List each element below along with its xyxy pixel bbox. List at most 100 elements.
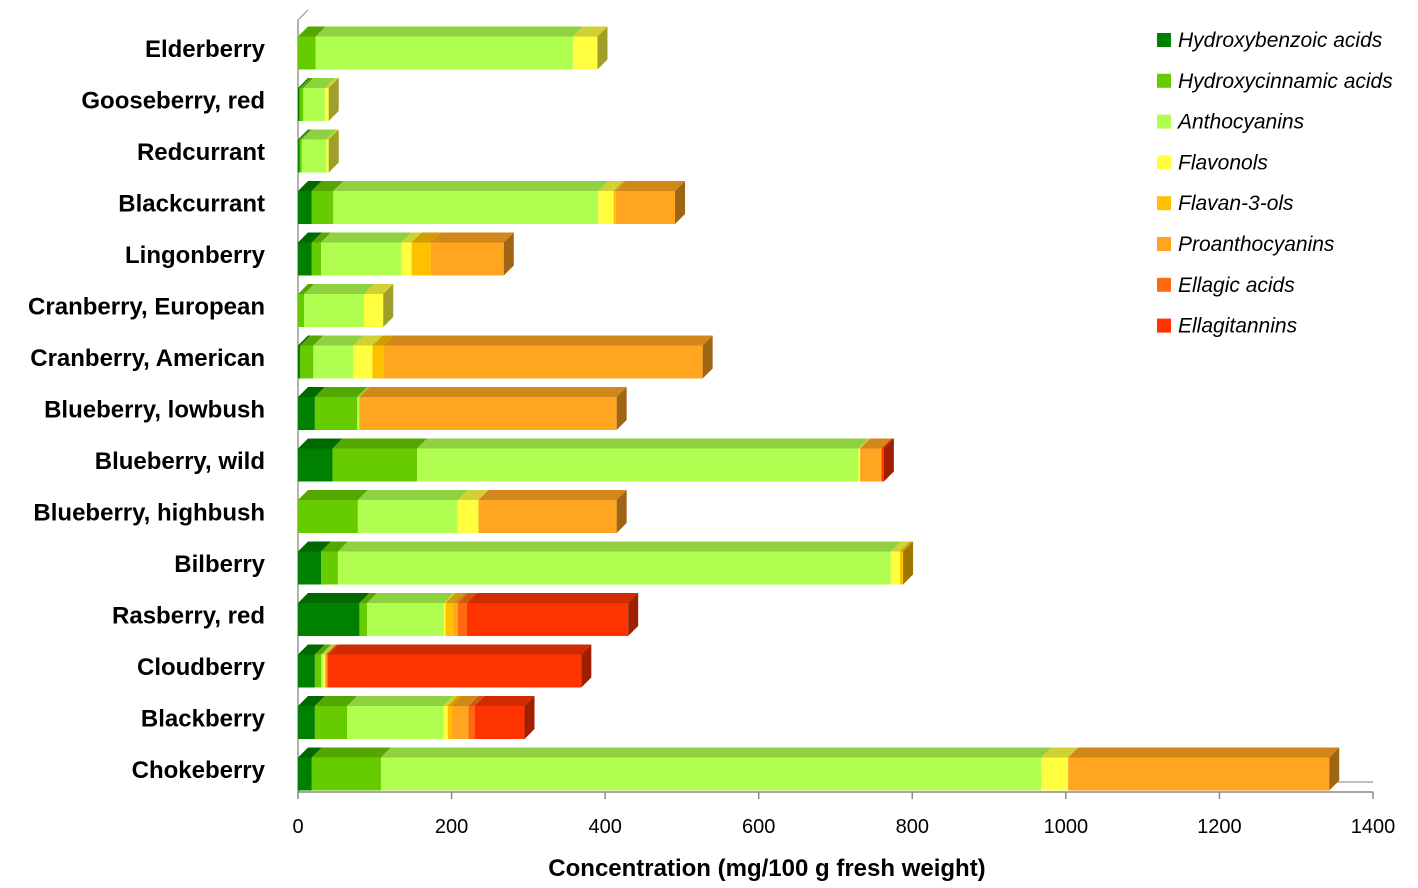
bar-segment-top — [298, 284, 315, 294]
bar-segment — [315, 36, 573, 70]
bar-segment-top — [466, 593, 639, 603]
legend-swatch — [1157, 237, 1171, 251]
bar-segment — [298, 88, 300, 121]
bar-row — [298, 438, 894, 482]
bar-segment-top — [321, 541, 348, 552]
bar-segment — [1068, 757, 1330, 791]
category-label: Elderberry — [145, 36, 266, 63]
bar-segment — [359, 397, 617, 430]
legend-label: Ellagitannins — [1178, 315, 1298, 338]
bar-row — [298, 696, 535, 739]
bar-row — [298, 78, 339, 121]
bar-segment — [443, 706, 448, 739]
bar-segment-top — [572, 26, 608, 37]
bar-segment — [298, 500, 358, 533]
legend-label: Flavan-3-ols — [1178, 192, 1294, 215]
bar-segment-top — [326, 129, 339, 140]
bar-segment — [321, 242, 402, 276]
legend-swatch — [1157, 73, 1171, 88]
legend-item: Hydroxycinnamic acids — [1157, 70, 1393, 93]
bar-segment — [357, 397, 360, 430]
legend: Hydroxybenzoic acids Hydroxycinnamic acid… — [1157, 29, 1393, 338]
bar-segment-top — [314, 644, 332, 655]
bar-segment — [299, 139, 302, 173]
bar-row — [298, 644, 592, 688]
bar-segment-top — [357, 387, 370, 397]
bar-segment-top — [321, 644, 334, 655]
x-tick-label: 400 — [588, 816, 621, 838]
bar-segment-top — [303, 78, 335, 88]
bar-segment — [321, 654, 324, 688]
bar-segment-top — [298, 129, 310, 140]
bar-segment-top — [337, 541, 901, 552]
bar-segment — [298, 757, 312, 791]
bar-row — [298, 181, 686, 224]
bar-segment — [615, 191, 676, 224]
legend-item: Proanthocyanins — [1157, 233, 1335, 256]
bar-row — [298, 129, 339, 173]
category-label: Bilberry — [174, 551, 265, 578]
bar-segment — [572, 36, 598, 70]
bar-segment-top — [598, 181, 624, 191]
category-label: Cranberry, European — [28, 294, 265, 321]
legend-item: Hydroxybenzoic acids — [1157, 29, 1383, 52]
bar-segment — [380, 757, 1042, 791]
bar-segment — [304, 294, 365, 327]
bar-segment-top — [457, 490, 489, 500]
bar-row — [298, 593, 639, 636]
bar-row — [298, 541, 914, 585]
bar-end-face — [581, 644, 592, 688]
bar-segment — [900, 551, 904, 585]
bar-segment-top — [900, 541, 914, 552]
bar-segment-top — [311, 747, 391, 758]
bar-segment — [1041, 757, 1069, 791]
bar-segment-top — [314, 696, 358, 706]
bar-end-face — [883, 438, 894, 482]
bar-segment-top — [384, 335, 713, 346]
bar-row — [298, 387, 627, 430]
bar-segment — [347, 706, 444, 739]
bar-segment — [478, 500, 617, 533]
category-label: Blueberry, highbush — [33, 500, 265, 527]
bar-segment — [353, 345, 373, 379]
bar-row — [298, 284, 394, 327]
bar-row — [298, 26, 608, 70]
bar-segment-top — [372, 335, 394, 346]
category-label: Blueberry, wild — [95, 448, 265, 475]
bar-end-face — [328, 78, 339, 121]
bar-segment-top — [430, 232, 514, 243]
bar-segment-top — [313, 335, 364, 346]
bar-segment-top — [380, 747, 1052, 758]
bar-segment-top — [357, 490, 468, 500]
legend-swatch — [1157, 277, 1171, 292]
bar-segment — [337, 551, 891, 585]
bar-segment — [384, 345, 703, 379]
bar-end-face — [616, 490, 627, 533]
bar-segment — [314, 706, 348, 739]
bar-end-face — [524, 696, 535, 739]
category-label: Blackberry — [141, 706, 266, 733]
bar-segment-top — [298, 387, 325, 397]
bar-segment — [332, 448, 418, 482]
bar-segment-top — [298, 26, 326, 37]
bar-end-face — [503, 232, 514, 276]
bar-segment-top — [321, 232, 412, 243]
bar-segment-top — [613, 181, 626, 191]
bar-segment-top — [411, 232, 441, 243]
bar-segment-top — [359, 593, 378, 603]
bar-segment-top — [881, 438, 894, 449]
bar-segment-top — [347, 696, 454, 706]
bar-segment-top — [445, 593, 464, 603]
bar-segment — [324, 654, 327, 688]
y-axis-depth-line — [297, 9, 309, 21]
bar-segment — [468, 706, 475, 739]
legend-swatch — [1157, 196, 1171, 211]
bar-segment — [311, 757, 381, 791]
bar-segment-top — [300, 335, 324, 346]
bar-end-face — [675, 181, 686, 224]
bar-segment-top — [443, 696, 458, 706]
bar-segment — [367, 603, 444, 636]
bar-segment — [445, 603, 454, 636]
category-label: Lingonberry — [125, 242, 266, 269]
bar-segment — [323, 654, 325, 688]
